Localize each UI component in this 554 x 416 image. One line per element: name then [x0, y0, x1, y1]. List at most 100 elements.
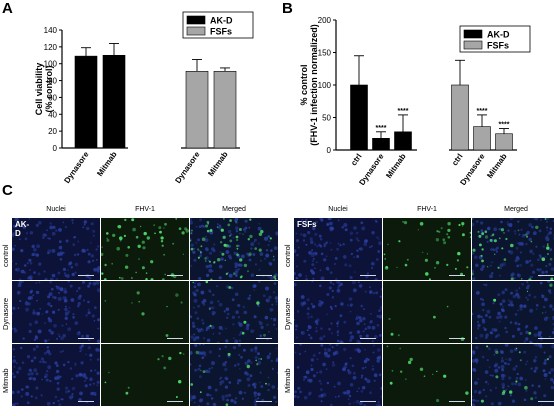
scale-bar [449, 275, 465, 276]
micrograph-tile [472, 218, 554, 280]
micrograph-tile [472, 281, 554, 343]
scale-bar [167, 401, 183, 402]
panel-label-b: B [282, 0, 293, 17]
legend-label: AK-D [487, 30, 510, 40]
scale-bar [449, 338, 465, 339]
y-tick-label: 0 [53, 144, 58, 153]
micrograph-tile [190, 344, 278, 406]
panel-label-a: A [2, 0, 13, 17]
significance-label: **** [477, 108, 488, 115]
bar [74, 55, 98, 149]
x-tick-label: Mitmab [95, 150, 118, 178]
micrograph-tile [12, 281, 100, 343]
column-header-merged: Merged [222, 206, 246, 213]
y-tick-label: 120 [44, 43, 58, 52]
y-tick-label: 80 [48, 77, 57, 86]
block-label: FSFs [297, 220, 317, 229]
scale-bar [256, 401, 272, 402]
significance-label: **** [398, 108, 409, 115]
micrograph-tile [472, 344, 554, 406]
x-tick-label: Dynasore [173, 150, 202, 185]
y-tick-label: 20 [48, 127, 57, 136]
micrograph-tile [12, 344, 100, 406]
micrograph-tile [101, 218, 189, 280]
x-tick-label: Mitmab [485, 152, 508, 180]
x-tick-label: ctrl [349, 152, 364, 167]
row-header-control: control [1, 244, 10, 267]
y-tick-label: 200 [318, 16, 332, 25]
bar [451, 84, 469, 151]
bar [213, 71, 237, 149]
row-header-control: control [283, 244, 292, 267]
column-header-merged: Merged [504, 206, 528, 213]
block-label: AK-D [15, 220, 30, 238]
legend-swatch [463, 40, 483, 50]
legend-swatch [186, 15, 206, 25]
scale-bar [538, 275, 554, 276]
scale-bar [538, 338, 554, 339]
chart-b-fhv1-infection: 0 50 100 150 200% control(FHV-1 infection no… [299, 16, 531, 185]
significance-label: **** [499, 122, 510, 129]
row-header-dynasore: Dynasore [1, 297, 10, 330]
legend-swatch [186, 26, 206, 36]
y-tick-label: 150 [318, 49, 332, 58]
micrograph-tile [12, 218, 100, 280]
scale-bar [78, 338, 94, 339]
legend-swatch [463, 29, 483, 39]
column-header-fhv-1: FHV-1 [417, 206, 437, 213]
column-header-nuclei: Nuclei [328, 206, 348, 213]
scale-bar [360, 338, 376, 339]
scale-bar [360, 401, 376, 402]
bar [350, 84, 368, 151]
row-header-mitmab: Mitmab [283, 368, 292, 393]
micrograph-tile [101, 344, 189, 406]
bar [102, 54, 126, 149]
micrograph-tile [383, 344, 471, 406]
x-tick-label: Mitmab [384, 152, 407, 180]
x-tick-label: Mitmab [206, 150, 229, 178]
scale-bar [360, 275, 376, 276]
y-tick-label: 60 [48, 93, 57, 102]
micrograph-tile [294, 218, 382, 280]
bar [473, 126, 491, 151]
chart-a-cell-viability: 0 20 40 60 80 100 120 140 Cell viability(% contr… [34, 11, 254, 185]
scale-bar [256, 275, 272, 276]
x-tick-label: Dynasore [62, 150, 91, 185]
micrograph-tile [383, 218, 471, 280]
panel-label-c: C [2, 182, 13, 199]
y-tick-label: 140 [44, 26, 58, 35]
significance-label: **** [376, 125, 387, 132]
scale-bar [167, 275, 183, 276]
bar [495, 133, 513, 151]
bar [185, 71, 209, 149]
scale-bar [78, 275, 94, 276]
row-header-mitmab: Mitmab [1, 368, 10, 393]
bar [372, 138, 390, 151]
scale-bar [256, 338, 272, 339]
scale-bar [78, 401, 94, 402]
legend-label: AK-D [210, 16, 233, 26]
y-axis-label: % control(FHV-1 infection normalized) [299, 24, 319, 146]
bar [394, 131, 412, 151]
x-tick-label: ctrl [450, 152, 465, 167]
micrograph-tile [190, 218, 278, 280]
y-tick-label: 40 [48, 110, 57, 119]
scale-bar [538, 401, 554, 402]
legend-label: FSFs [487, 41, 509, 51]
scale-bar [167, 338, 183, 339]
y-tick-label: 0 [327, 146, 332, 155]
column-header-fhv-1: FHV-1 [135, 206, 155, 213]
y-tick-label: 50 [322, 114, 331, 123]
micrograph-tile [383, 281, 471, 343]
y-axis-label: Cell viability(% control) [34, 63, 54, 116]
micrograph-tile [294, 344, 382, 406]
y-tick-label: 100 [44, 60, 58, 69]
legend-label: FSFs [210, 27, 232, 37]
micrograph-tile [294, 281, 382, 343]
micrograph-tile [101, 281, 189, 343]
scale-bar [449, 401, 465, 402]
column-header-nuclei: Nuclei [46, 206, 66, 213]
row-header-dynasore: Dynasore [283, 297, 292, 330]
